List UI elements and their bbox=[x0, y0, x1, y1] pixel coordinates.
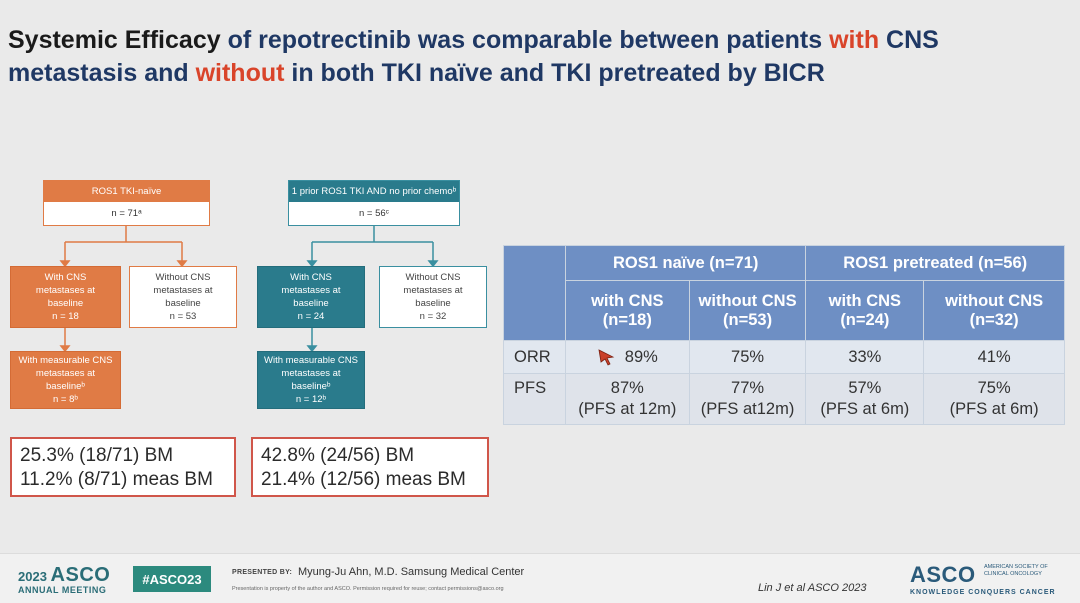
citation-text: Lin J et al ASCO 2023 bbox=[758, 582, 867, 594]
naive-summary-line1: 25.3% (18/71) BM bbox=[20, 445, 174, 466]
slide-title: Systemic Efficacy of repotrectinib was c… bbox=[8, 24, 1068, 90]
table-cell: 57% (PFS at 6m) bbox=[805, 373, 925, 425]
naive-measurable-box: With measurable CNS metastases at baseli… bbox=[10, 351, 121, 409]
table-col-header: with CNS (n=18) bbox=[564, 280, 690, 342]
title-part-6: in both TKI naïve and TKI pretreated by … bbox=[284, 59, 825, 87]
cell-value: 57% bbox=[848, 379, 882, 398]
pretreated-with-cns-box: With CNS metastases at baseline n = 24 bbox=[257, 266, 365, 328]
row-label: ORR bbox=[503, 340, 566, 375]
row-label: PFS bbox=[503, 373, 566, 425]
slide-footer: 2023 ASCO ANNUAL MEETING #ASCO23 PRESENT… bbox=[0, 553, 1080, 603]
table-col-header: without CNS (n=32) bbox=[923, 280, 1065, 342]
cell-value: 89% bbox=[624, 347, 658, 366]
title-part-1: Systemic Efficacy bbox=[8, 26, 228, 54]
presented-by-label: PRESENTED BY: bbox=[232, 569, 293, 576]
title-part-5: without bbox=[195, 59, 285, 87]
naive-meas-n: n = 8ᵇ bbox=[53, 394, 78, 405]
pretreated-top-n: n = 56ᶜ bbox=[358, 207, 390, 219]
cell-value: 87% bbox=[610, 379, 644, 398]
title-part-3: with bbox=[829, 26, 880, 54]
hashtag-badge: #ASCO23 bbox=[133, 566, 211, 592]
cell-note: (PFS at 12m) bbox=[578, 400, 677, 419]
table-cell: 77% (PFS at12m) bbox=[688, 373, 807, 425]
naive-without-cns-box: Without CNS metastases at baseline n = 5… bbox=[129, 266, 237, 328]
title-part-2: of repotrectinib was comparable between … bbox=[227, 26, 830, 54]
col-n: (n=32) bbox=[969, 310, 1019, 329]
pretreated-measurable-box: With measurable CNS metastases at baseli… bbox=[257, 351, 365, 409]
pretreated-summary-box: 42.8% (24/56) BM 21.4% (12/56) meas BM bbox=[251, 437, 489, 497]
naive-with-label: With CNS metastases at baseline bbox=[35, 272, 96, 309]
asco-logo: ASCO bbox=[910, 562, 976, 587]
table-cell: 87% (PFS at 12m) bbox=[564, 373, 690, 425]
pretreated-with-n: n = 24 bbox=[297, 311, 325, 322]
naive-with-cns-box: With CNS metastases at baseline n = 18 bbox=[10, 266, 121, 328]
table-col-header: with CNS (n=24) bbox=[805, 280, 925, 342]
table-row-orr: ORR 89% 75% 33% 41% bbox=[503, 340, 1065, 375]
table-group-pretreated: ROS1 pretreated (n=56) bbox=[805, 244, 1065, 282]
meeting-logo: 2023 ASCO bbox=[18, 564, 110, 587]
meeting-annual: ANNUAL MEETING bbox=[18, 585, 107, 595]
meeting-year: 2023 bbox=[18, 569, 47, 584]
asco-society: AMERICAN SOCIETY OF CLINICAL ONCOLOGY bbox=[984, 564, 1048, 577]
pretreated-summary-line2: 21.4% (12/56) meas BM bbox=[261, 469, 466, 490]
cell-value: 75% bbox=[977, 379, 1011, 398]
disclaimer-text: Presentation is property of the author a… bbox=[232, 586, 504, 592]
col-label: with CNS bbox=[828, 291, 902, 310]
meeting-asco: ASCO bbox=[50, 564, 111, 586]
pretreated-top-label: 1 prior ROS1 TKI AND no prior chemoᵇ bbox=[289, 181, 459, 202]
col-n: (n=53) bbox=[723, 310, 773, 329]
cell-note: (PFS at12m) bbox=[700, 400, 795, 419]
pretreated-without-n: n = 32 bbox=[419, 311, 447, 322]
naive-meas-label: With measurable CNS metastases at baseli… bbox=[18, 355, 113, 392]
naive-summary-line2: 11.2% (8/71) meas BM bbox=[20, 469, 213, 490]
mouse-pointer-icon bbox=[598, 349, 615, 366]
cell-note: (PFS at 6m) bbox=[820, 400, 910, 419]
naive-summary-box: 25.3% (18/71) BM 11.2% (8/71) meas BM bbox=[10, 437, 236, 497]
title-part-4: CNS metastasis and bbox=[8, 26, 939, 87]
table-group-naive: ROS1 naïve (n=71) bbox=[564, 244, 807, 282]
results-table: ROS1 naïve (n=71) ROS1 pretreated (n=56)… bbox=[503, 244, 1065, 425]
table-corner bbox=[503, 244, 566, 342]
col-n: (n=24) bbox=[840, 310, 890, 329]
col-label: with CNS bbox=[591, 291, 664, 310]
pretreated-with-label: With CNS metastases at baseline bbox=[281, 272, 341, 309]
cell-note: (PFS at 6m) bbox=[949, 400, 1039, 419]
col-label: without CNS bbox=[945, 291, 1044, 310]
table-col-header: without CNS (n=53) bbox=[688, 280, 807, 342]
table-cell: 75% (PFS at 6m) bbox=[923, 373, 1065, 425]
naive-without-n: n = 53 bbox=[169, 311, 197, 322]
naive-top-label: ROS1 TKI-naïve bbox=[44, 181, 209, 202]
presenter-name: Myung-Ju Ahn, M.D. Samsung Medical Cente… bbox=[298, 566, 525, 578]
naive-top-n: n = 71ᵃ bbox=[111, 207, 142, 219]
asco-tagline: KNOWLEDGE CONQUERS CANCER bbox=[910, 589, 1056, 596]
pretreated-top-box: 1 prior ROS1 TKI AND no prior chemoᵇ n =… bbox=[288, 180, 460, 226]
table-cell: 75% bbox=[688, 340, 807, 375]
pretreated-without-label: Without CNS metastases at baseline bbox=[403, 272, 463, 309]
naive-with-n: n = 18 bbox=[52, 311, 79, 322]
cell-value: 77% bbox=[731, 379, 765, 398]
col-label: without CNS bbox=[698, 291, 797, 310]
table-cell: 89% bbox=[564, 340, 690, 375]
naive-top-box: ROS1 TKI-naïve n = 71ᵃ bbox=[43, 180, 210, 226]
table-row-pfs: PFS 87% (PFS at 12m) 77% (PFS at12m) 57% (P… bbox=[503, 373, 1065, 425]
naive-without-label: Without CNS metastases at baseline bbox=[153, 272, 213, 309]
pretreated-meas-n: n = 12ᵇ bbox=[295, 394, 327, 405]
pretreated-meas-label: With measurable CNS metastases at baseli… bbox=[264, 355, 358, 392]
table-cell: 41% bbox=[923, 340, 1065, 375]
pretreated-without-cns-box: Without CNS metastases at baseline n = 3… bbox=[379, 266, 487, 328]
pretreated-summary-line1: 42.8% (24/56) BM bbox=[261, 445, 415, 466]
col-n: (n=18) bbox=[602, 310, 652, 329]
table-cell: 33% bbox=[805, 340, 925, 375]
